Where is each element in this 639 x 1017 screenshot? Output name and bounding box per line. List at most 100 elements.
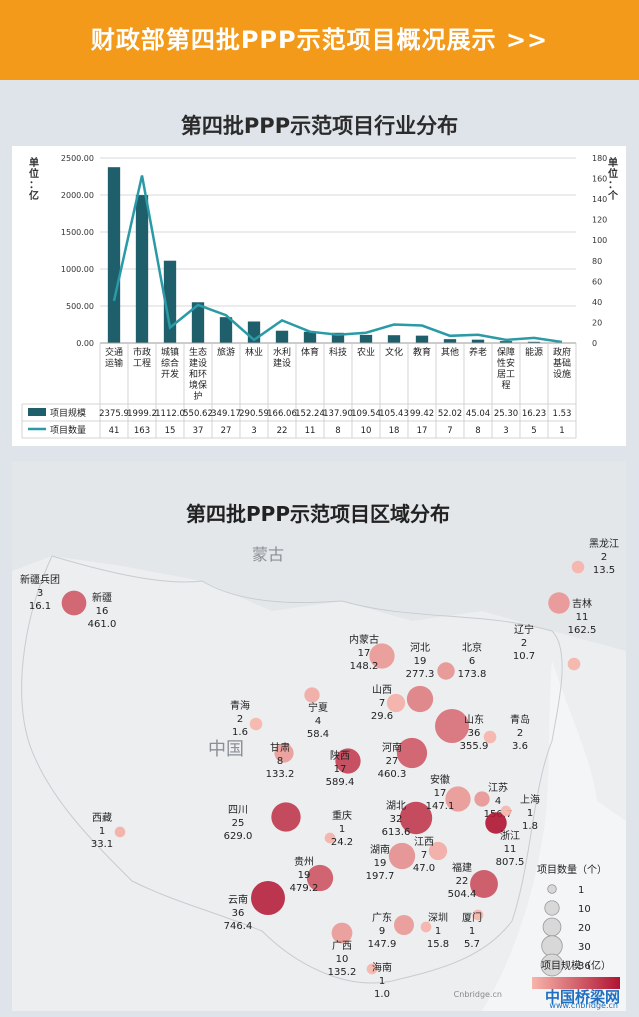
province-bubble — [445, 786, 471, 812]
bar-data-label: 1.53 — [553, 409, 572, 419]
legend-bar-label: 项目规模 — [50, 408, 86, 419]
size-legend-bubble — [542, 917, 562, 937]
category-label: 城镇综合开发 — [161, 346, 179, 380]
province-scale: 355.9 — [460, 741, 489, 752]
province-count: 17 — [434, 788, 447, 799]
bar-data-label: 137.90 — [323, 409, 353, 419]
province-scale: 807.5 — [496, 857, 525, 868]
province-count: 25 — [232, 818, 245, 829]
y-right-tick-label: 60 — [592, 277, 602, 286]
header-title: 财政部第四批PPP示范项目概况展示 >> — [90, 26, 549, 54]
category-label: 政府基础设施 — [553, 346, 571, 380]
province-bubble — [388, 842, 416, 870]
bar-data-label: 1999.2 — [127, 409, 157, 419]
province-name: 西藏 — [92, 812, 112, 824]
bar-data-label: 16.23 — [522, 409, 546, 419]
province-bubble — [304, 687, 320, 703]
province-count: 17 — [358, 648, 371, 659]
y-right-tick-label: 20 — [592, 318, 602, 327]
province-bubble — [271, 802, 301, 832]
province-name: 厦门 — [462, 911, 482, 924]
unit-right-label: 个 — [607, 189, 619, 202]
province-scale: 1.6 — [232, 727, 248, 738]
province-name: 浙江 — [500, 830, 520, 842]
line-data-label: 1 — [559, 426, 564, 436]
province-scale: 746.4 — [224, 921, 253, 932]
bar — [163, 260, 177, 343]
watermark-logo: 中国桥梁网 — [544, 988, 620, 1006]
province-bubble — [548, 592, 570, 614]
y-right-tick-label: 40 — [592, 298, 602, 307]
china-border — [21, 555, 563, 984]
province-name: 福建 — [452, 861, 472, 874]
province-bubble — [396, 737, 428, 769]
bar-data-label: 1112.0 — [155, 409, 185, 419]
bar — [499, 341, 513, 343]
province-scale: 33.1 — [91, 839, 113, 850]
province-scale: 148.2 — [350, 661, 379, 672]
province-count: 36 — [232, 908, 245, 919]
province-scale: 16.1 — [29, 601, 51, 612]
category-label: 林业 — [245, 346, 263, 358]
size-legend-bubble — [547, 884, 557, 894]
province-scale: 5.7 — [464, 939, 480, 950]
province-count: 4 — [315, 716, 321, 727]
y-right-tick-label: 80 — [592, 257, 602, 266]
y-right-tick-label: 120 — [592, 216, 607, 225]
unit-right-label: ： — [608, 180, 618, 191]
province-count: 19 — [298, 870, 311, 881]
province-name: 青岛 — [510, 713, 530, 726]
province-bubble — [437, 662, 455, 680]
bar — [527, 341, 541, 343]
province-count: 1 — [469, 926, 475, 937]
legend-bar-swatch — [28, 408, 46, 416]
province-bubble — [306, 864, 334, 892]
bar — [415, 335, 429, 343]
sea-region — [482, 661, 626, 1011]
mongolia-region — [12, 461, 626, 651]
province-bubble — [386, 693, 406, 713]
country-label-china: 中国 — [208, 739, 244, 760]
bar-data-label: 109.54 — [351, 409, 381, 419]
category-label: 交通运输 — [105, 346, 123, 369]
province-count: 1 — [379, 976, 385, 987]
category-label: 农业 — [357, 346, 375, 358]
size-legend-title: 项目数量（个） — [537, 863, 607, 876]
province-bubble — [474, 791, 490, 807]
line-data-label: 3 — [251, 426, 256, 436]
province-scale: 629.0 — [224, 831, 253, 842]
line-data-label: 18 — [389, 426, 400, 436]
province-bubble — [483, 730, 497, 744]
category-label: 文化 — [385, 346, 403, 358]
province-scale: 147.9 — [368, 939, 397, 950]
line-data-label: 10 — [361, 426, 372, 436]
bar — [275, 330, 289, 343]
province-scale: 24.2 — [331, 837, 353, 848]
bar-data-label: 152.24 — [295, 409, 325, 419]
line-data-label: 7 — [447, 426, 452, 436]
bar-data-label: 550.62 — [183, 409, 213, 419]
province-bubble — [114, 826, 126, 838]
y-right-tick-label: 180 — [592, 154, 607, 163]
province-count: 11 — [504, 844, 517, 855]
province-count: 32 — [390, 814, 403, 825]
province-bubble — [406, 685, 434, 713]
industry-chart-panel: 0.00 500.00 1000.00 1500.00 2000.00 2500.00 0 2… — [12, 146, 626, 446]
province-bubble — [369, 643, 395, 669]
industry-chart: 0.00 500.00 1000.00 1500.00 2000.00 2500.00 0 2… — [21, 154, 619, 439]
category-label: 保障性安居工程 — [497, 346, 515, 391]
unit-left-label: 单 — [29, 156, 39, 169]
bar — [219, 317, 233, 343]
region-map: 第四批PPP示范项目区域分布蒙古中国新疆兵团316.1新疆16461.0西藏13… — [12, 461, 626, 1011]
bar — [107, 167, 121, 343]
bar-data-label: 99.42 — [410, 409, 434, 419]
bar — [471, 339, 485, 343]
province-name: 宁夏 — [308, 701, 328, 714]
province-name: 湖南 — [370, 843, 390, 856]
size-legend-value: 20 — [578, 923, 591, 934]
line-data-label: 3 — [503, 426, 508, 436]
province-count: 19 — [414, 656, 427, 667]
line-data-label: 163 — [134, 426, 150, 436]
province-count: 2 — [601, 552, 607, 563]
province-name: 重庆 — [332, 809, 352, 822]
